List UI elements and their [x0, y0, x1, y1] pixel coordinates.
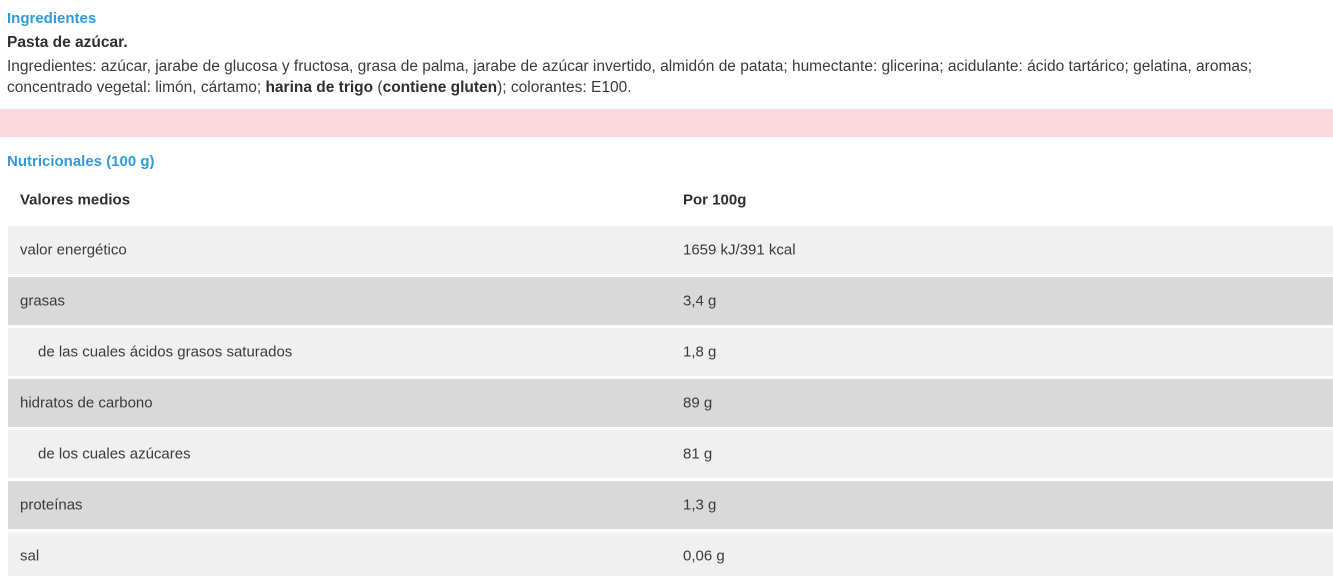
pink-divider-band — [0, 109, 1333, 137]
table-row-carbohydrates: hidratos de carbono 89 g — [8, 379, 1333, 427]
row-label: grasas — [20, 292, 66, 310]
nutrition-heading: Nutricionales (100 g) — [7, 153, 155, 170]
product-name: Pasta de azúcar. — [7, 34, 128, 51]
row-label: hidratos de carbono — [20, 394, 153, 412]
table-row-energy: valor energético 1659 kJ/391 kcal — [8, 226, 1333, 274]
row-value: 3,4 g — [683, 292, 717, 310]
ingredients-text-part: ); colorantes: E100. — [497, 79, 632, 96]
ingredients-heading: Ingredientes — [7, 10, 97, 27]
table-header-label: Valores medios — [20, 191, 131, 209]
row-value: 81 g — [683, 445, 713, 463]
table-row-saturated-fat: de las cuales ácidos grasos saturados 1,… — [8, 328, 1333, 376]
allergen-wheat-flour: harina de trigo — [265, 79, 374, 96]
nutrition-table: Valores medios Por 100g valor energético… — [0, 177, 1333, 576]
row-label: proteínas — [20, 496, 83, 514]
ingredients-section: Ingredientes Pasta de azúcar. Ingredient… — [0, 0, 1333, 98]
row-value: 89 g — [683, 394, 713, 412]
row-label: de los cuales azúcares — [38, 445, 191, 463]
table-header-value: Por 100g — [683, 191, 747, 209]
row-label: de las cuales ácidos grasos saturados — [38, 343, 293, 361]
table-header-row: Valores medios Por 100g — [8, 177, 1333, 223]
ingredients-text-part: Ingredientes: azúcar, jarabe de glucosa … — [7, 58, 1253, 96]
ingredients-paragraph: Ingredientes: azúcar, jarabe de glucosa … — [7, 56, 1323, 98]
row-label: sal — [20, 547, 40, 565]
ingredients-text-part: ( — [373, 79, 383, 96]
table-row-protein: proteínas 1,3 g — [8, 481, 1333, 529]
row-value: 1,3 g — [683, 496, 717, 514]
row-value: 0,06 g — [683, 547, 725, 565]
row-value: 1659 kJ/391 kcal — [683, 241, 796, 259]
table-row-fat: grasas 3,4 g — [8, 277, 1333, 325]
row-value: 1,8 g — [683, 343, 717, 361]
table-row-sugars: de los cuales azúcares 81 g — [8, 430, 1333, 478]
row-label: valor energético — [20, 241, 127, 259]
allergen-gluten-note: contiene gluten — [382, 79, 498, 96]
table-row-salt: sal 0,06 g — [8, 532, 1333, 576]
